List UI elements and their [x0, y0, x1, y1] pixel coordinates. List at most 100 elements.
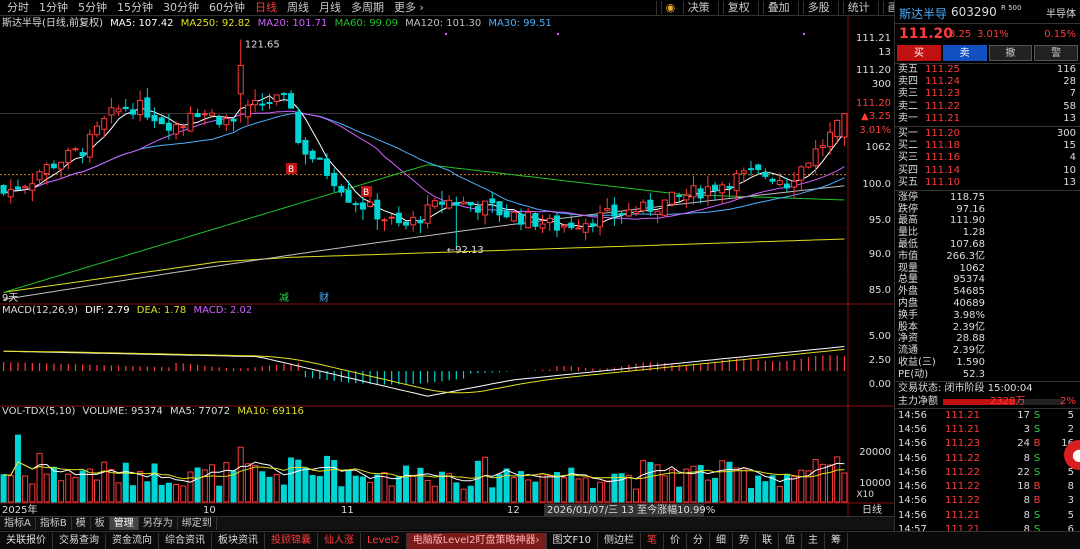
- status-item-16[interactable]: 联: [756, 532, 780, 549]
- stat-key: 股本: [898, 321, 918, 333]
- volume-bar: [632, 488, 640, 503]
- status-item-18[interactable]: 主: [802, 532, 826, 549]
- period-tab-3[interactable]: 15分钟: [117, 1, 153, 14]
- indicator-tab-5[interactable]: 另存为: [139, 517, 178, 530]
- period-tab-7[interactable]: 周线: [287, 1, 309, 14]
- status-item-19[interactable]: 筹: [825, 532, 849, 549]
- status-item-12[interactable]: 价: [664, 532, 688, 549]
- volume-bar: [252, 464, 259, 503]
- book-volume: 116: [1056, 64, 1076, 75]
- stat-key: 量比: [898, 227, 918, 239]
- buy-marker-1[interactable]: [286, 163, 297, 174]
- volume-bar: [108, 469, 115, 503]
- candle-body: [388, 216, 395, 219]
- indicator-tab-1[interactable]: 指标B: [36, 517, 72, 530]
- book-row[interactable]: 卖四 111.24 28: [895, 76, 1080, 88]
- status-item-4[interactable]: 板块资讯: [212, 532, 265, 549]
- candle-body: [841, 113, 848, 138]
- tool-button-1[interactable]: 复权: [717, 1, 758, 15]
- tick-list[interactable]: 14:56 111.21 17 S 5 14:56 111.21 3 S 2 14:56 111.23…: [895, 409, 1080, 549]
- tool-button-3[interactable]: 多股: [797, 1, 838, 15]
- indicator-tab-0[interactable]: 指标A: [0, 517, 36, 530]
- kline-chart-area[interactable]: 121.65 ←92.13 B B 减 财 9天 111.21 13 111.20 300 111.2…: [0, 16, 894, 516]
- period-tab-5[interactable]: 60分钟: [209, 1, 245, 14]
- indicator-tab-3[interactable]: 板: [91, 517, 110, 530]
- period-tab-2[interactable]: 5分钟: [78, 1, 107, 14]
- indicator-tab-6[interactable]: 绑定到: [178, 517, 217, 530]
- status-item-13[interactable]: 分: [687, 532, 711, 549]
- volume-bar: [273, 474, 280, 503]
- quote-side-panel: 斯达半导 603290 R 500 半导体 111.20 3.25 3.01% …: [894, 0, 1080, 549]
- tick-volume: 8: [1023, 452, 1030, 464]
- status-item-14[interactable]: 细: [710, 532, 734, 549]
- status-item-0[interactable]: 关联报价: [0, 532, 53, 549]
- book-volume: 10: [1063, 164, 1076, 176]
- sector-name[interactable]: 半导体: [1046, 9, 1076, 20]
- period-tab-0[interactable]: 分时: [7, 1, 29, 14]
- kline-chart[interactable]: 121.65 ←92.13 B B 减 财 9天 111.21 13 111.20 300 111.2…: [0, 16, 894, 516]
- candle-body: [266, 102, 273, 105]
- book-row[interactable]: 买一 111.20 300: [895, 128, 1080, 140]
- tick-price: 111.22: [945, 452, 980, 464]
- book-volume: 7: [1069, 88, 1076, 100]
- status-item-17[interactable]: 值: [779, 532, 803, 549]
- volume-bar: [460, 488, 467, 503]
- period-tab-1[interactable]: 1分钟: [39, 1, 68, 14]
- status-item-15[interactable]: 势: [733, 532, 757, 549]
- tool-button-2[interactable]: 叠加: [757, 1, 798, 15]
- stock-code: 603290: [951, 5, 997, 19]
- book-row[interactable]: 买三 111.16 4: [895, 152, 1080, 164]
- tick-time: 14:56: [898, 438, 927, 450]
- cai-marker[interactable]: 财: [319, 291, 329, 304]
- buy-button[interactable]: 买: [897, 45, 941, 61]
- tool-button-0[interactable]: ◉ 决策: [655, 1, 718, 15]
- tick-price: 111.21: [945, 524, 980, 535]
- indicator-tab-4[interactable]: 管理: [109, 517, 139, 530]
- tick-count: 5: [1067, 466, 1074, 478]
- status-item-7[interactable]: Level2: [361, 532, 407, 549]
- period-tab-10[interactable]: 更多 ›: [394, 1, 424, 14]
- buy-marker-2-label: B: [363, 188, 369, 198]
- period-tab-6[interactable]: 日线: [255, 1, 277, 14]
- stat-value: 54685: [953, 286, 985, 298]
- tool-button-4[interactable]: 统计: [837, 1, 878, 15]
- book-row[interactable]: 卖三 111.23 7: [895, 88, 1080, 100]
- cancel-order-button[interactable]: 撤: [988, 45, 1033, 61]
- period-tab-4[interactable]: 30分钟: [163, 1, 199, 14]
- trade-state: 交易状态: 闭市阶段 15:00:04: [895, 380, 1080, 395]
- indicator-tab-2[interactable]: 模: [72, 517, 91, 530]
- status-item-9[interactable]: 图文F10: [547, 532, 599, 549]
- candle-body: [158, 117, 165, 125]
- volume-bar: [791, 476, 798, 503]
- status-item-11[interactable]: 笔: [641, 532, 665, 549]
- book-row[interactable]: 卖五 111.25 116: [895, 64, 1080, 76]
- chat-bubble-icon[interactable]: ●: [1064, 440, 1080, 470]
- crosshair-info-box: [544, 504, 704, 516]
- volume-bar: [323, 455, 330, 503]
- alert-button[interactable]: 警: [1034, 45, 1078, 61]
- book-row[interactable]: 卖二 111.22 58: [895, 101, 1080, 113]
- period-tab-8[interactable]: 月线: [319, 1, 341, 14]
- book-row[interactable]: 买四 111.14 10: [895, 165, 1080, 177]
- volume-bar: [489, 487, 496, 503]
- sell-button[interactable]: 卖: [942, 45, 987, 61]
- book-row[interactable]: 买二 111.18 15: [895, 140, 1080, 152]
- book-row[interactable]: 买五 111.10 13: [895, 177, 1080, 189]
- chart-title: 斯达半导(日线,前复权): [2, 18, 103, 29]
- buy-marker-2[interactable]: [361, 186, 372, 197]
- mainflow-pct: 2%: [1060, 395, 1076, 407]
- period-tab-9[interactable]: 多周期: [351, 1, 384, 14]
- status-item-5[interactable]: 投顾锦囊: [265, 532, 318, 549]
- candle-body: [417, 219, 424, 224]
- status-item-2[interactable]: 资金流向: [106, 532, 159, 549]
- jian-marker[interactable]: 减: [279, 292, 289, 304]
- status-item-1[interactable]: 交易查询: [53, 532, 106, 549]
- volume-bar: [582, 477, 589, 503]
- status-item-10[interactable]: 侧边栏: [598, 532, 642, 549]
- stat-cell: 涨停 118.75: [895, 192, 988, 204]
- book-row[interactable]: 卖一 111.21 13: [895, 113, 1080, 125]
- status-item-8[interactable]: 电脑版Level2盯盘策略神器›: [406, 532, 547, 549]
- status-item-3[interactable]: 综合资讯: [159, 532, 212, 549]
- stat-value: 52.3: [962, 368, 985, 380]
- status-item-6[interactable]: 仙人涨: [318, 532, 361, 549]
